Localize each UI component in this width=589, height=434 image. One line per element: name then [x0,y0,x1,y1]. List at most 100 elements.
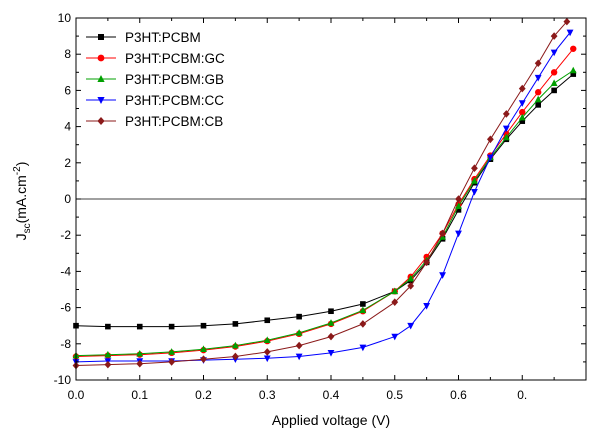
data-point [534,89,542,96]
data-point [439,272,446,279]
data-point [295,329,303,336]
data-point [407,282,415,290]
legend-label: P3HT:PCBM:GB [125,72,224,87]
series-line-5 [75,21,568,366]
data-point [391,287,399,295]
data-point [327,332,335,341]
data-point [550,69,558,76]
y-tick-label: -4 [60,264,71,278]
data-point [518,113,526,121]
legend-marker [97,97,105,104]
data-point [328,308,334,315]
data-point [295,341,303,350]
data-point [570,45,577,52]
y-tick-label: -8 [60,337,71,351]
data-point [519,118,526,124]
data-point [327,350,335,357]
data-point [534,74,542,82]
x-tick-label: 0.1 [131,388,148,402]
y-tick-label: 8 [64,47,71,61]
y-tick-label: 0 [64,192,71,206]
data-point [391,298,399,306]
legend-marker [97,75,105,82]
tick-labels: 0.0 0.1 0.2 0.3 0.4 0.5 0.6 0. -10 -8 -6 -4 -2 0 2 4 6 8 1… [54,11,528,402]
data-point [231,341,239,349]
x-tick-label: 0. [517,388,527,402]
x-tick-label: 0.2 [195,388,212,402]
x-tick-label: 0.5 [386,388,403,402]
data-point [550,49,558,57]
y-tick-label: -2 [60,228,71,242]
y-axis-title-unit: (mA.cm [13,175,29,223]
legend-entry-1: P3HT:PCBM [86,30,201,45]
legend-entry-4: P3HT:PCBM:CC [86,93,224,108]
data-point [471,164,478,173]
y-axis-title-close: ) [13,162,29,167]
data-point [566,29,574,37]
data-point [360,301,366,307]
legend-label: P3HT:PCBM:CC [125,93,224,108]
data-point [535,102,541,108]
x-tick-label: 0.6 [450,388,467,402]
data-point [550,79,558,86]
data-point [423,258,431,267]
data-point [295,353,303,361]
data-point [534,59,542,68]
data-point [423,302,431,310]
data-point [263,348,271,356]
data-point [471,188,478,196]
data-point [502,125,510,133]
legend-entry-5: P3HT:PCBM:CB [86,114,223,129]
series-line-2 [75,48,574,357]
legend-entry-2: P3HT:PCBM:GC [86,51,225,66]
data-point [105,323,111,330]
y-axis-title-main: J [13,233,29,240]
data-point [232,321,239,327]
series-1 [73,71,577,330]
series-5 [72,17,571,370]
data-point [569,66,577,74]
data-point [263,355,271,363]
data-point [231,352,239,361]
legend-label: P3HT:PCBM [125,30,201,45]
data-point [455,202,462,210]
data-point [519,108,526,116]
data-point [563,17,571,26]
data-point [104,350,112,358]
data-point [263,336,271,343]
legend: P3HT:PCBM P3HT:PCBM:GC P3HT:PCBM:GB P3HT:PC… [86,30,225,129]
data-point [455,207,462,213]
legend-marker [97,54,105,62]
y-tick-label: -10 [54,373,72,387]
y-axis-title-sup: -2 [12,166,23,175]
x-axis-title: Applied voltage (V) [272,412,390,428]
x-tick-label: 0.0 [68,388,85,402]
data-point [104,360,112,369]
data-point [518,84,526,93]
data-point [534,95,542,103]
series-3 [72,66,577,359]
axes [75,17,587,381]
y-tick-label: 10 [58,11,72,25]
legend-label: P3HT:PCBM:CB [125,114,223,129]
data-point [391,333,399,341]
y-tick-label: 4 [64,120,71,134]
series-layer [72,17,577,370]
data-point [550,32,558,40]
data-point [136,359,144,368]
data-point [551,87,557,94]
data-point [264,317,271,324]
data-point [136,349,144,357]
data-point [486,135,494,144]
series-line-3 [75,70,574,357]
data-point [200,322,207,329]
y-axis-title: Jsc(mA.cm-2) [12,162,33,241]
data-point [327,319,335,326]
data-point [518,100,526,107]
data-point [455,230,462,238]
data-point [200,345,207,353]
legend-marker [98,34,104,40]
x-tick-label: 0.4 [323,388,340,402]
data-point [168,348,176,355]
